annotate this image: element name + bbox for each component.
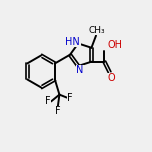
Text: F: F — [45, 97, 51, 106]
Text: F: F — [55, 106, 61, 116]
Text: O: O — [108, 73, 115, 83]
Text: N: N — [76, 65, 84, 75]
Text: OH: OH — [107, 40, 122, 50]
Text: F: F — [67, 93, 73, 103]
Text: HN: HN — [66, 37, 80, 47]
Text: CH₃: CH₃ — [88, 26, 105, 35]
